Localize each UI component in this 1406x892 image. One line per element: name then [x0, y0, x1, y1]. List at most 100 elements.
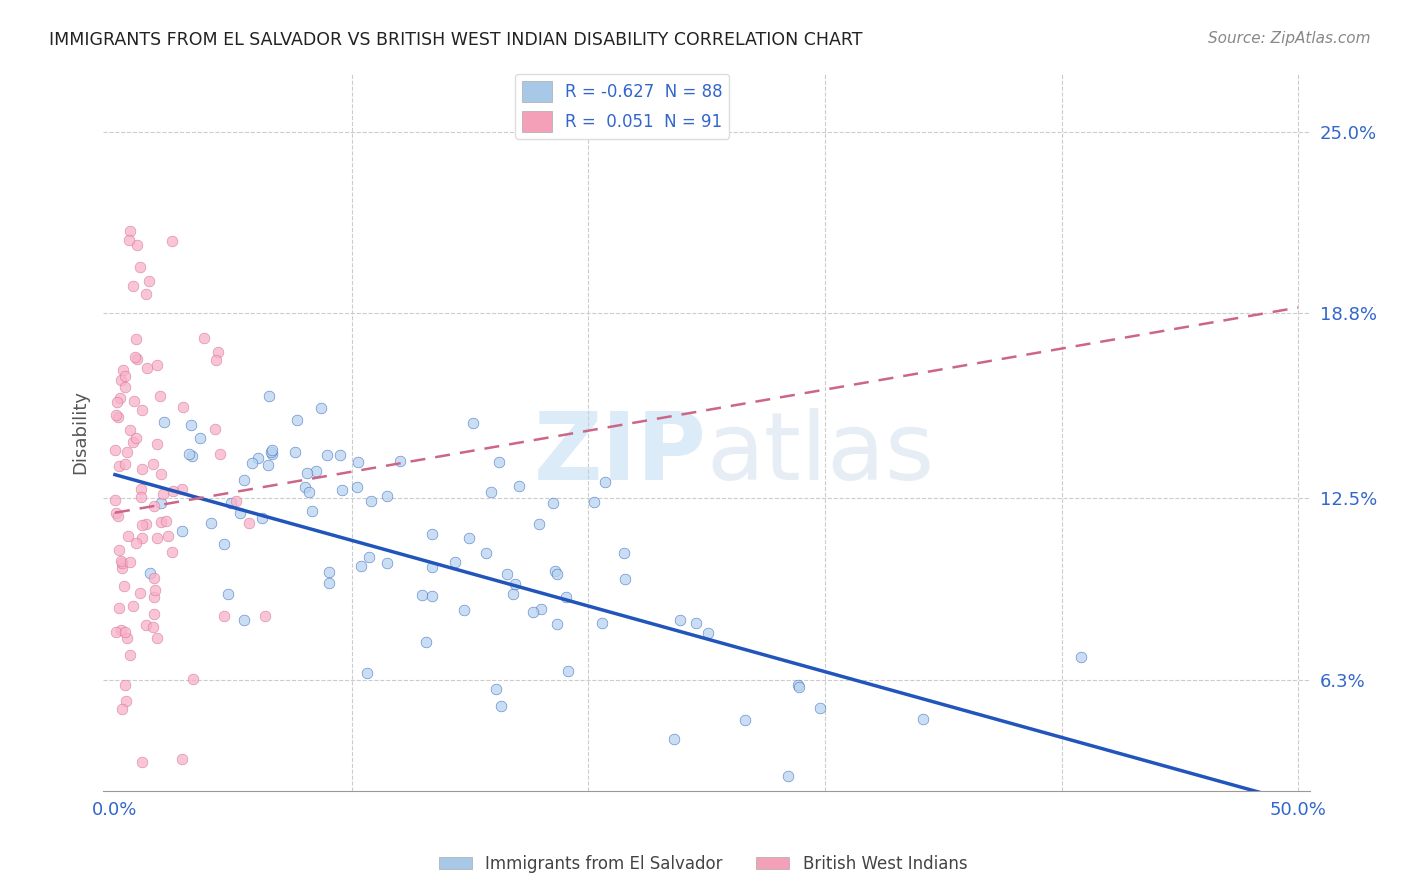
Point	[209, 447, 232, 461]
Point	[193, 330, 215, 344]
Point	[129, 482, 152, 496]
Point	[318, 576, 340, 591]
Point	[294, 480, 316, 494]
Point	[135, 517, 157, 532]
Point	[356, 665, 378, 680]
Point	[146, 631, 169, 645]
Point	[180, 418, 202, 433]
Point	[120, 224, 142, 238]
Point	[127, 237, 149, 252]
Point	[108, 601, 131, 615]
Point	[232, 473, 254, 487]
Point	[118, 555, 141, 569]
Point	[546, 567, 568, 582]
Point	[125, 332, 148, 346]
Point	[107, 508, 129, 523]
Point	[111, 702, 134, 716]
Point	[316, 448, 339, 462]
Point	[260, 445, 283, 459]
Point	[131, 755, 153, 769]
Point	[256, 458, 278, 472]
Point	[172, 524, 194, 539]
Point	[124, 431, 146, 445]
Point	[204, 422, 226, 436]
Point	[557, 664, 579, 678]
Point	[172, 401, 194, 415]
Point	[591, 615, 613, 630]
Text: atlas: atlas	[707, 408, 935, 500]
Point	[122, 393, 145, 408]
Point	[135, 287, 157, 301]
Point	[129, 491, 152, 505]
Point	[422, 590, 444, 604]
Point	[136, 361, 159, 376]
Point	[260, 443, 283, 458]
Point	[668, 613, 690, 627]
Point	[114, 694, 136, 708]
Point	[508, 479, 530, 493]
Y-axis label: Disability: Disability	[72, 390, 89, 475]
Point	[527, 516, 550, 531]
Point	[301, 504, 323, 518]
Point	[143, 607, 166, 622]
Point	[111, 556, 134, 570]
Point	[214, 537, 236, 551]
Point	[422, 560, 444, 574]
Point	[389, 454, 412, 468]
Point	[110, 373, 132, 387]
Point	[297, 484, 319, 499]
Point	[107, 458, 129, 473]
Point	[488, 455, 510, 469]
Point	[142, 457, 165, 471]
Point	[912, 712, 935, 726]
Point	[475, 546, 498, 560]
Point	[142, 591, 165, 605]
Point	[595, 475, 617, 489]
Point	[104, 506, 127, 520]
Point	[200, 516, 222, 530]
Point	[112, 363, 135, 377]
Point	[530, 601, 553, 615]
Point	[544, 564, 567, 578]
Point	[131, 517, 153, 532]
Point	[112, 579, 135, 593]
Point	[142, 620, 165, 634]
Point	[110, 623, 132, 637]
Point	[257, 389, 280, 403]
Point	[149, 389, 172, 403]
Point	[152, 486, 174, 500]
Point	[143, 583, 166, 598]
Point	[285, 413, 308, 427]
Point	[149, 467, 172, 481]
Point	[111, 561, 134, 575]
Point	[240, 456, 263, 470]
Point	[360, 494, 382, 508]
Point	[346, 455, 368, 469]
Point	[105, 395, 128, 409]
Point	[685, 616, 707, 631]
Point	[778, 769, 800, 783]
Point	[1070, 650, 1092, 665]
Point	[496, 567, 519, 582]
Point	[359, 550, 381, 565]
Point	[295, 466, 318, 480]
Point	[125, 352, 148, 367]
Point	[150, 496, 173, 510]
Point	[114, 380, 136, 394]
Point	[453, 603, 475, 617]
Point	[120, 648, 142, 662]
Point	[375, 556, 398, 570]
Point	[117, 529, 139, 543]
Point	[110, 392, 132, 406]
Point	[734, 714, 756, 728]
Point	[153, 415, 176, 429]
Point	[332, 483, 354, 497]
Point	[128, 260, 150, 275]
Point	[214, 609, 236, 624]
Point	[309, 401, 332, 415]
Point	[461, 416, 484, 430]
Point	[117, 445, 139, 459]
Point	[411, 588, 433, 602]
Point	[284, 444, 307, 458]
Point	[485, 681, 508, 696]
